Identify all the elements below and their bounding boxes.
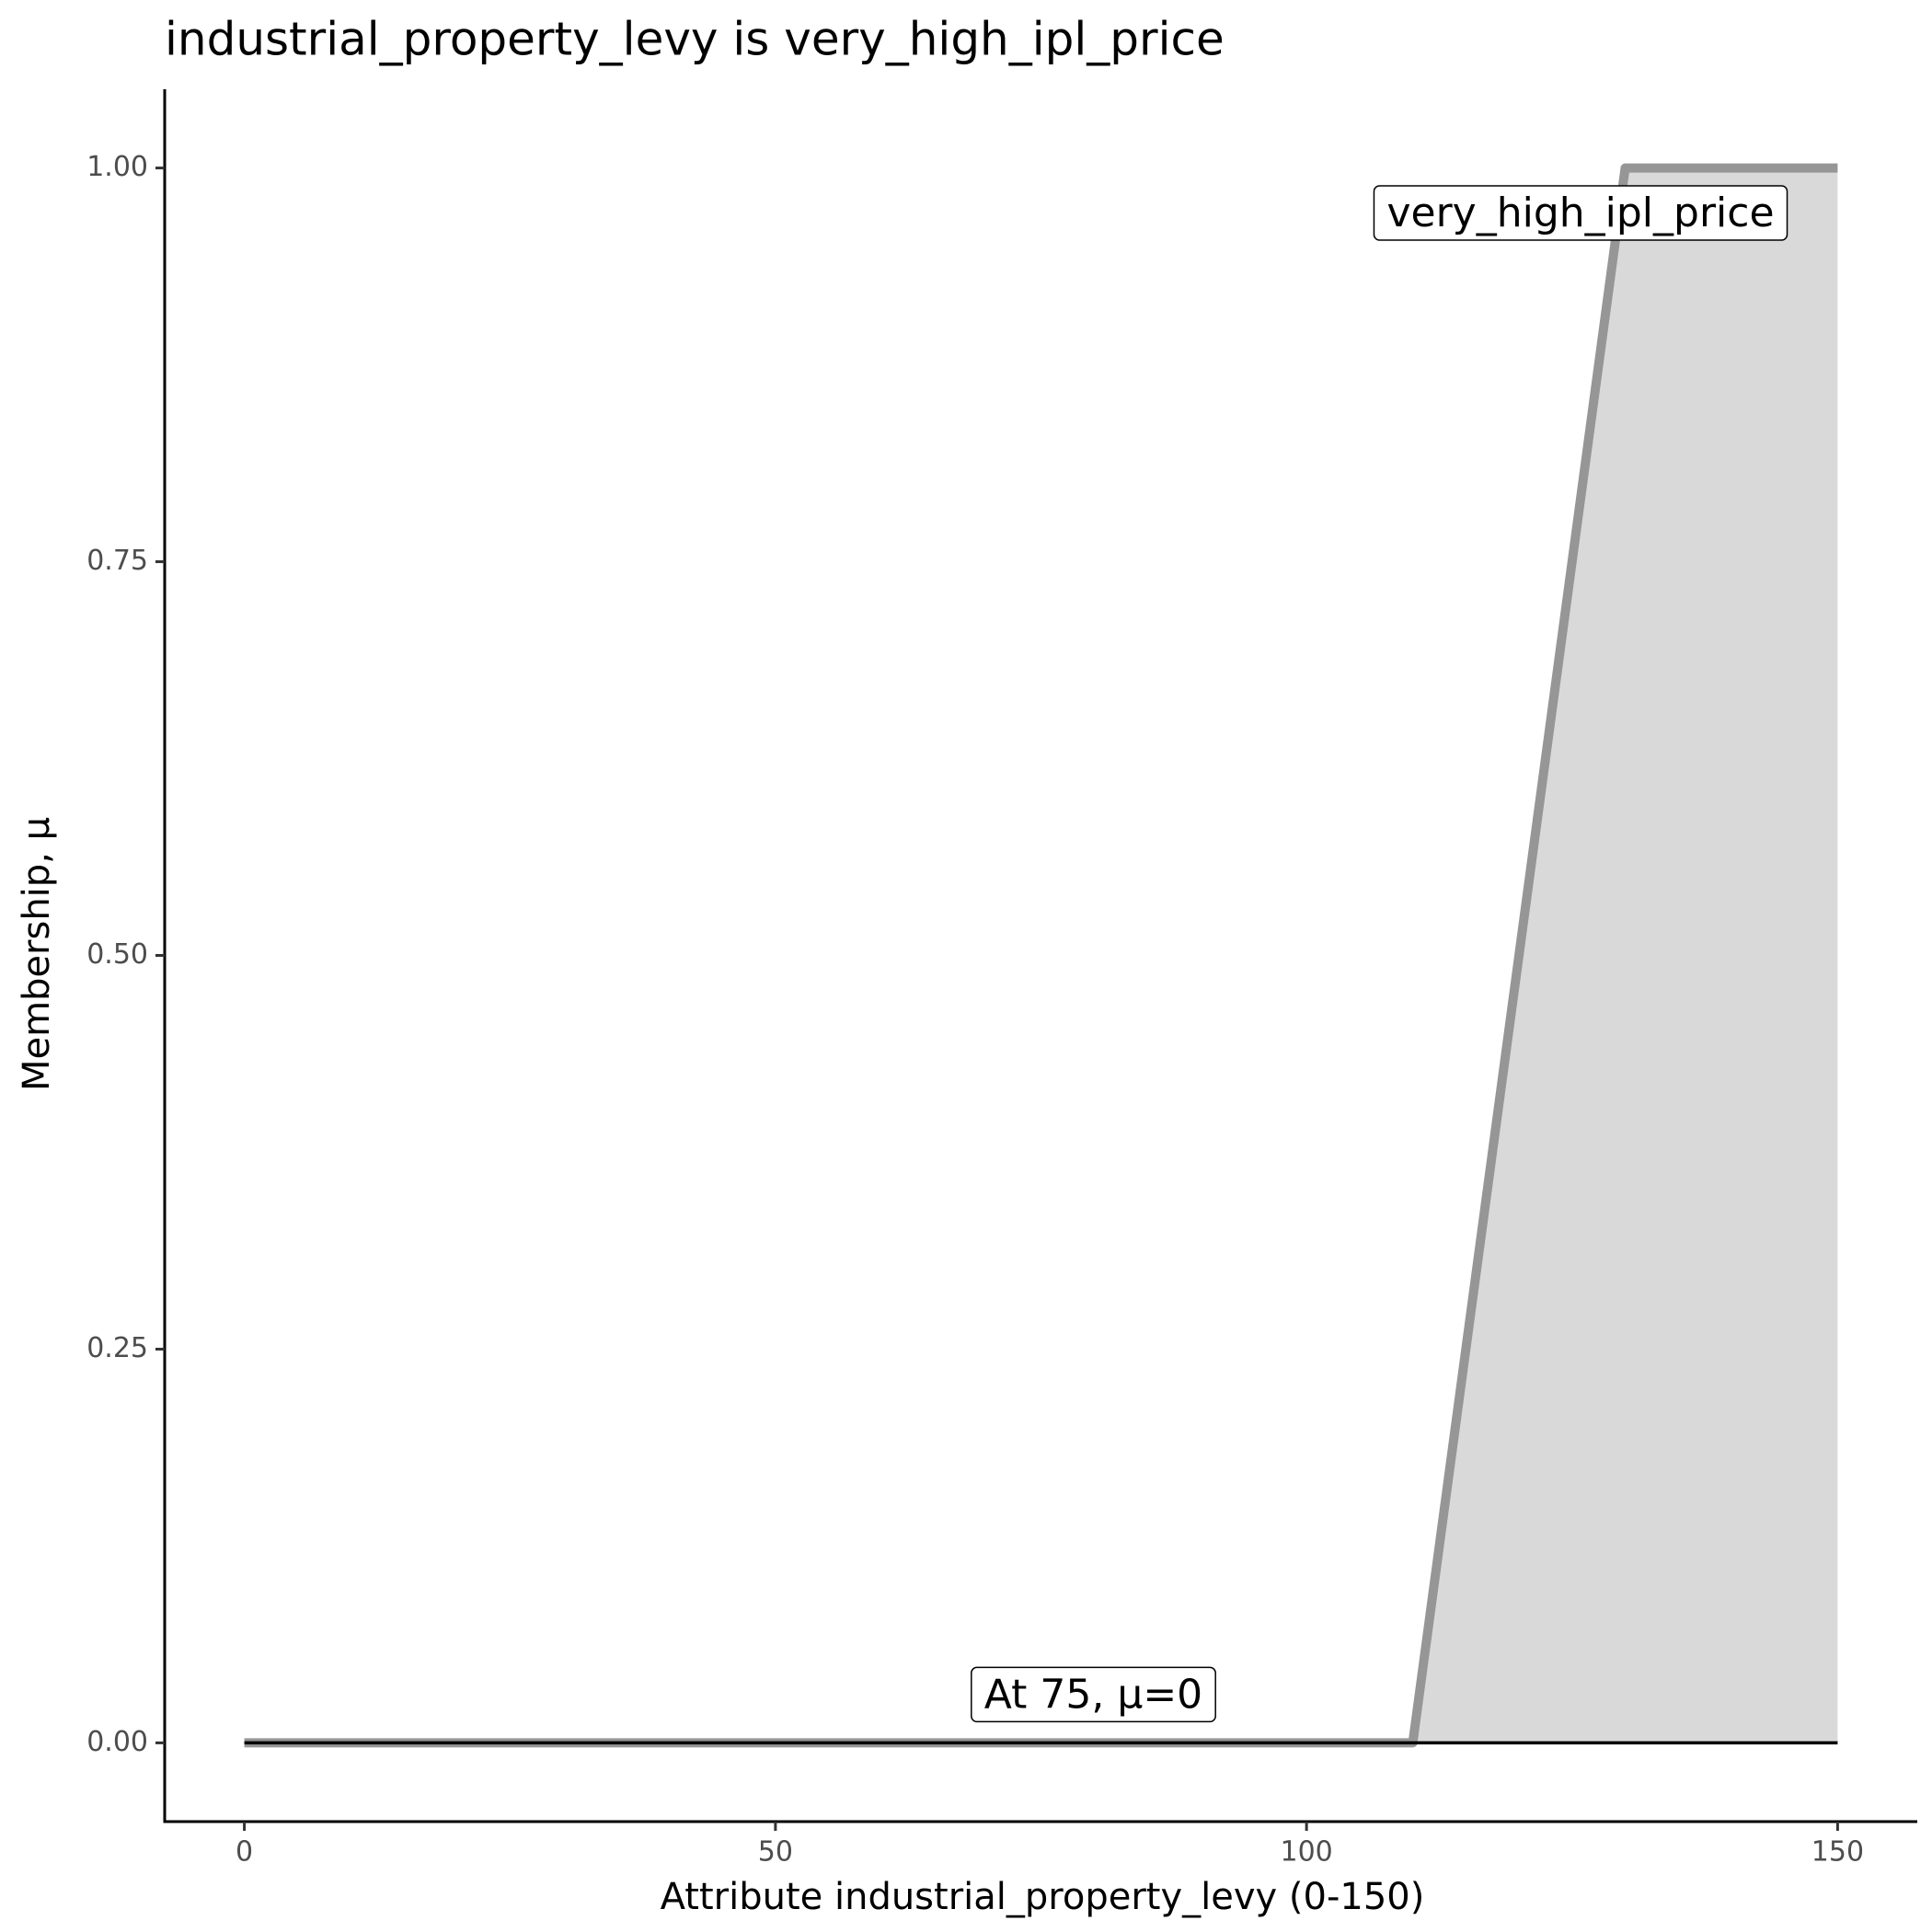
x-tick-label: 150 bbox=[1811, 1836, 1864, 1869]
series-label-text: very_high_ipl_price bbox=[1386, 190, 1774, 236]
area bbox=[244, 167, 1838, 1743]
x-tick-label: 100 bbox=[1281, 1836, 1333, 1869]
y-tick-label: 0.00 bbox=[86, 1726, 148, 1758]
y-axis-title: Membership, μ bbox=[16, 817, 58, 1091]
y-tick-label: 0.75 bbox=[86, 545, 148, 577]
annotation-text: At 75, μ=0 bbox=[984, 1671, 1202, 1718]
series-label-box bbox=[1373, 185, 1788, 241]
x-tick-label: 50 bbox=[758, 1836, 793, 1869]
y-tick-label: 0.25 bbox=[86, 1332, 148, 1364]
y-tick-label: 0.50 bbox=[86, 938, 148, 971]
annotation: At 75, μ=0 bbox=[971, 1666, 1216, 1723]
chart-title: industrial_property_levy is very_high_ip… bbox=[165, 13, 1225, 66]
annotation-box bbox=[971, 1666, 1216, 1723]
y-tick-label: 1.00 bbox=[86, 151, 148, 183]
x-axis-title: Attribute industrial_property_levy (0-15… bbox=[661, 1876, 1425, 1918]
series-label: very_high_ipl_price bbox=[1373, 185, 1788, 241]
x-tick-label: 0 bbox=[236, 1836, 253, 1869]
